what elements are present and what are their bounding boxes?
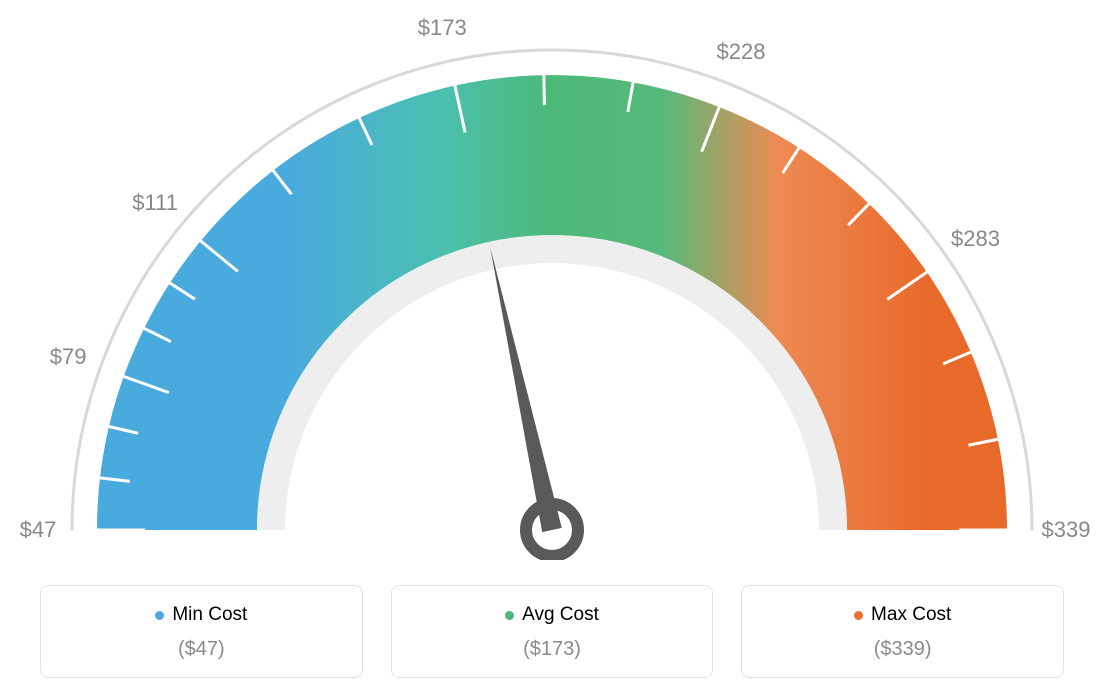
gauge-chart: $47 $79 $111 $173 $228 $283 $339 bbox=[0, 0, 1104, 560]
legend-dot-avg bbox=[505, 611, 514, 620]
legend-label-max: Max Cost bbox=[871, 604, 951, 626]
legend-value-max: ($339) bbox=[752, 638, 1053, 661]
scale-label: $283 bbox=[951, 226, 1000, 252]
legend-value-min: ($47) bbox=[51, 638, 352, 661]
gauge-svg bbox=[0, 0, 1104, 560]
legend-title-max: Max Cost bbox=[854, 604, 951, 626]
legend-card-min: Min Cost ($47) bbox=[40, 585, 363, 678]
legend-value-avg: ($173) bbox=[402, 638, 703, 661]
legend-dot-max bbox=[854, 611, 863, 620]
scale-label: $173 bbox=[418, 15, 467, 41]
legend-card-avg: Avg Cost ($173) bbox=[391, 585, 714, 678]
scale-label: $47 bbox=[20, 517, 57, 543]
legend-row: Min Cost ($47) Avg Cost ($173) Max Cost … bbox=[40, 585, 1064, 678]
legend-card-max: Max Cost ($339) bbox=[741, 585, 1064, 678]
scale-label: $339 bbox=[1042, 517, 1091, 543]
legend-label-min: Min Cost bbox=[172, 604, 247, 626]
scale-label: $111 bbox=[132, 190, 178, 216]
legend-dot-min bbox=[155, 611, 164, 620]
scale-label: $228 bbox=[717, 39, 766, 65]
legend-title-min: Min Cost bbox=[155, 604, 247, 626]
legend-title-avg: Avg Cost bbox=[505, 604, 599, 626]
scale-label: $79 bbox=[50, 344, 87, 370]
legend-label-avg: Avg Cost bbox=[522, 604, 599, 626]
